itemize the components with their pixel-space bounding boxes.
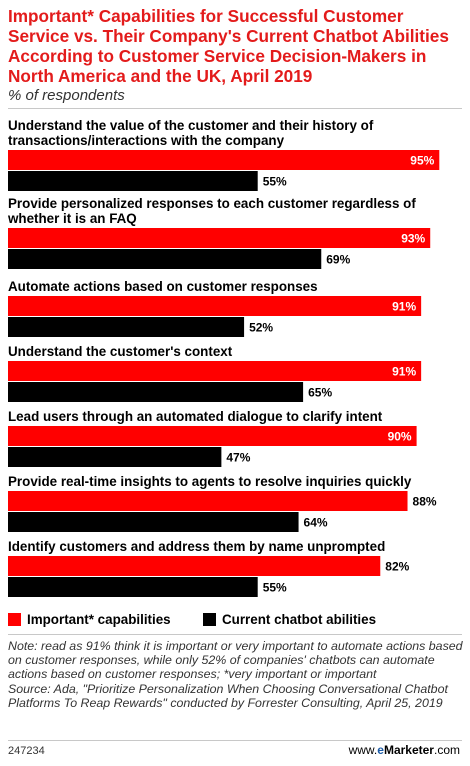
category-label: Provide real-time insights to agents to … — [8, 474, 412, 489]
value-label-current: 47% — [226, 451, 250, 465]
bar-current — [8, 447, 222, 467]
bar-important — [8, 228, 431, 248]
bar-current — [8, 382, 304, 402]
note-text: Note: read as 91% think it is important … — [8, 639, 463, 682]
value-label-important: 88% — [413, 495, 437, 509]
legend-swatch-important — [8, 613, 21, 626]
category-label: Lead users through an automated dialogue… — [8, 409, 383, 424]
bar-important — [8, 361, 422, 381]
value-label-current: 65% — [308, 386, 332, 400]
brand-e: e — [377, 743, 384, 757]
category-label: Identify customers and address them by n… — [8, 539, 385, 554]
value-label-current: 64% — [304, 516, 328, 530]
bar-current — [8, 171, 258, 191]
brand-main: Marketer — [383, 743, 434, 757]
bar-important — [8, 426, 417, 446]
chart-title: Important* Capabilities for Successful C… — [8, 6, 449, 86]
value-label-important: 90% — [388, 430, 412, 444]
brand-prefix: www. — [348, 743, 378, 757]
value-label-important: 93% — [401, 232, 425, 246]
value-label-current: 52% — [249, 321, 273, 335]
bar-current — [8, 577, 258, 597]
value-label-current: 69% — [326, 253, 350, 267]
bar-important — [8, 150, 440, 170]
legend-label-current: Current chatbot abilities — [222, 612, 377, 627]
chart-notes: Note: read as 91% think it is important … — [8, 639, 464, 710]
bar-current — [8, 249, 322, 269]
value-label-important: 91% — [392, 300, 416, 314]
legend-label-important: Important* capabilities — [27, 612, 171, 627]
category-label: Understand the customer's context — [8, 344, 233, 359]
chart-subtitle: % of respondents — [8, 87, 125, 104]
legend-item-current: Current chatbot abilities — [203, 612, 376, 627]
brand-logo: www.eMarketer.com — [349, 743, 460, 757]
bar-important — [8, 491, 408, 511]
bar-important — [8, 296, 422, 316]
category-label: Automate actions based on customer respo… — [8, 279, 318, 294]
value-label-important: 82% — [385, 560, 409, 574]
legend-divider — [8, 634, 462, 635]
value-label-current: 55% — [263, 581, 287, 595]
legend-swatch-current — [203, 613, 216, 626]
brand-suffix: .com — [433, 743, 460, 757]
value-label-current: 55% — [263, 175, 287, 189]
chart-id: 247234 — [8, 745, 45, 757]
category-label: Provide personalized responses to each c… — [8, 196, 416, 211]
value-label-important: 91% — [392, 365, 416, 379]
bar-important — [8, 556, 381, 576]
category-label: Understand the value of the customer and… — [8, 118, 374, 133]
category-label: transactions/interactions with the compa… — [8, 133, 285, 148]
source-text: Source: Ada, "Prioritize Personalization… — [8, 681, 448, 710]
category-label: whether it is an FAQ — [7, 211, 137, 226]
bar-current — [8, 512, 299, 532]
legend-item-important: Important* capabilities — [8, 612, 171, 627]
footer-divider — [8, 740, 462, 741]
top-divider — [8, 108, 462, 109]
bar-chart: Understand the value of the customer and… — [7, 118, 440, 597]
bar-current — [8, 317, 245, 337]
value-label-important: 95% — [410, 154, 434, 168]
